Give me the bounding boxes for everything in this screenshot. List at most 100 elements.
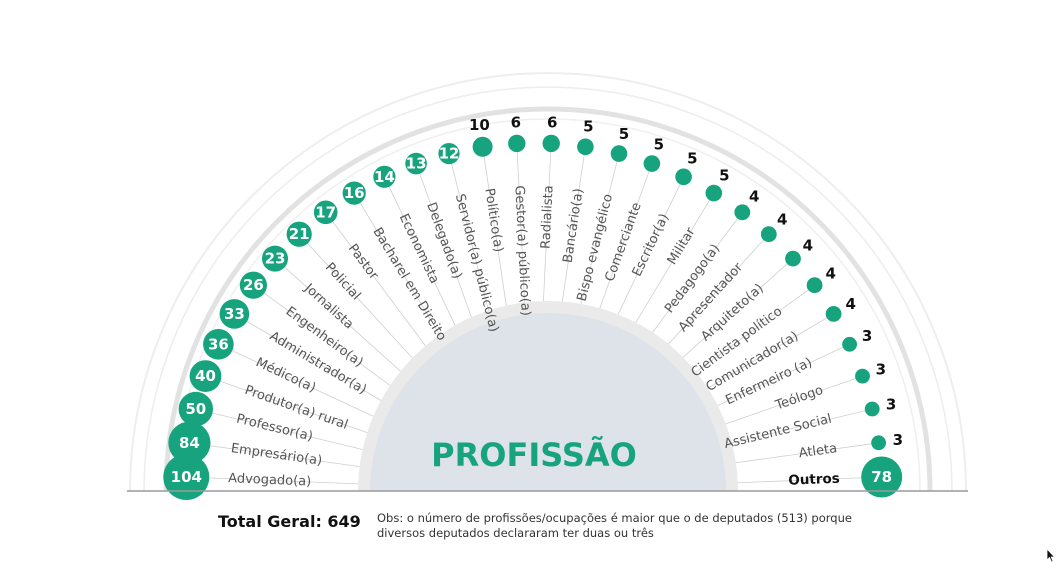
leader-line	[218, 343, 375, 418]
value-label: 6	[511, 114, 521, 132]
value-bubble	[734, 204, 751, 221]
value-bubble	[577, 138, 594, 156]
leader-line	[664, 258, 794, 374]
value-bubble	[806, 277, 823, 294]
footnote: Obs: o número de profissões/ocupações é …	[377, 511, 852, 540]
leader-line	[195, 408, 364, 450]
category-label: Empresário(a)	[230, 441, 323, 469]
leader-line	[576, 153, 620, 321]
leader-line	[353, 192, 444, 341]
value-bubble	[508, 134, 526, 153]
leader-line	[624, 192, 715, 341]
leader-lines	[186, 143, 882, 485]
value-bubble	[342, 181, 366, 205]
value-bubble	[239, 271, 267, 299]
value-bubble	[864, 401, 880, 417]
value-label: 5	[719, 167, 729, 185]
leader-line	[652, 233, 770, 362]
leader-line	[693, 343, 850, 418]
value-bubble	[286, 221, 312, 247]
category-label: Teólogo	[773, 383, 826, 414]
leader-line	[704, 408, 873, 450]
value-label: 4	[777, 211, 787, 229]
value-label: 50	[185, 400, 206, 418]
value-label: 4	[845, 295, 855, 313]
value-label: 40	[195, 367, 216, 385]
value-bubble	[643, 155, 661, 172]
leader-line	[593, 163, 653, 326]
leader-line	[384, 176, 459, 333]
value-label: 5	[687, 149, 697, 167]
value-bubble	[373, 165, 396, 188]
leader-line	[685, 313, 834, 402]
leader-line	[699, 375, 863, 434]
value-label: 104	[171, 468, 202, 486]
value-bubble	[405, 152, 427, 175]
value-bubble	[168, 421, 211, 464]
chart-title: PROFISSÃO	[431, 436, 637, 474]
category-label: Atleta	[798, 441, 838, 461]
value-bubble	[178, 391, 213, 427]
value-label: 21	[289, 225, 310, 243]
value-label: 3	[876, 361, 886, 379]
category-label: Outros	[788, 471, 840, 489]
leader-line	[448, 153, 492, 321]
leader-line	[609, 176, 684, 333]
value-bubble	[855, 368, 870, 384]
value-label: 84	[179, 434, 200, 452]
leader-line	[639, 212, 743, 351]
leader-line	[542, 143, 552, 316]
value-label: 26	[243, 276, 264, 294]
leader-line	[516, 143, 526, 316]
value-label: 3	[886, 396, 896, 414]
value-label: 16	[344, 184, 365, 202]
value-bubble	[542, 134, 560, 153]
value-bubble	[705, 184, 723, 202]
value-bubble	[861, 456, 903, 498]
value-bubble	[313, 200, 338, 225]
value-bubble	[189, 360, 222, 392]
value-bubble	[825, 306, 842, 322]
value-bubble	[203, 329, 234, 360]
total-label: Total Geral: 649	[218, 512, 361, 531]
category-label: Advogado(a)	[228, 471, 312, 489]
category-label: Gestor(a) público(a)	[511, 185, 532, 316]
leader-line	[415, 163, 475, 326]
category-label: Bancário(a)	[561, 187, 587, 264]
outer-ring-thin-2	[143, 86, 953, 492]
leader-line	[709, 476, 882, 485]
category-label: Pastor	[345, 241, 382, 283]
leader-line	[675, 284, 815, 388]
value-label: 5	[583, 118, 593, 136]
value-bubble	[472, 136, 493, 157]
value-label: 14	[374, 168, 395, 186]
value-bubble	[610, 145, 628, 162]
category-label: Político(a)	[481, 187, 505, 253]
value-label: 12	[439, 145, 460, 163]
value-bubble	[871, 435, 886, 451]
value-label: 4	[749, 187, 759, 205]
leader-line	[708, 442, 879, 467]
mouse-cursor-icon	[1046, 549, 1056, 563]
value-bubble	[760, 226, 777, 243]
value-bubble	[675, 168, 692, 186]
value-label: 17	[315, 203, 336, 221]
leader-line	[205, 375, 369, 434]
value-label: 23	[265, 250, 286, 268]
value-label: 5	[654, 136, 664, 154]
leader-line	[559, 146, 586, 317]
leader-line	[189, 442, 360, 467]
leader-line	[186, 476, 359, 485]
outer-ring-thin	[129, 72, 967, 492]
value-label: 13	[406, 155, 427, 173]
value-label: 36	[208, 335, 229, 353]
value-bubble	[785, 250, 801, 267]
value-label: 10	[469, 116, 490, 134]
category-label: Radialista	[538, 185, 556, 249]
value-label: 4	[825, 265, 835, 283]
value-bubble	[163, 454, 210, 500]
value-bubble	[438, 143, 460, 165]
value-label: 4	[803, 236, 813, 254]
value-bubble	[219, 299, 250, 329]
